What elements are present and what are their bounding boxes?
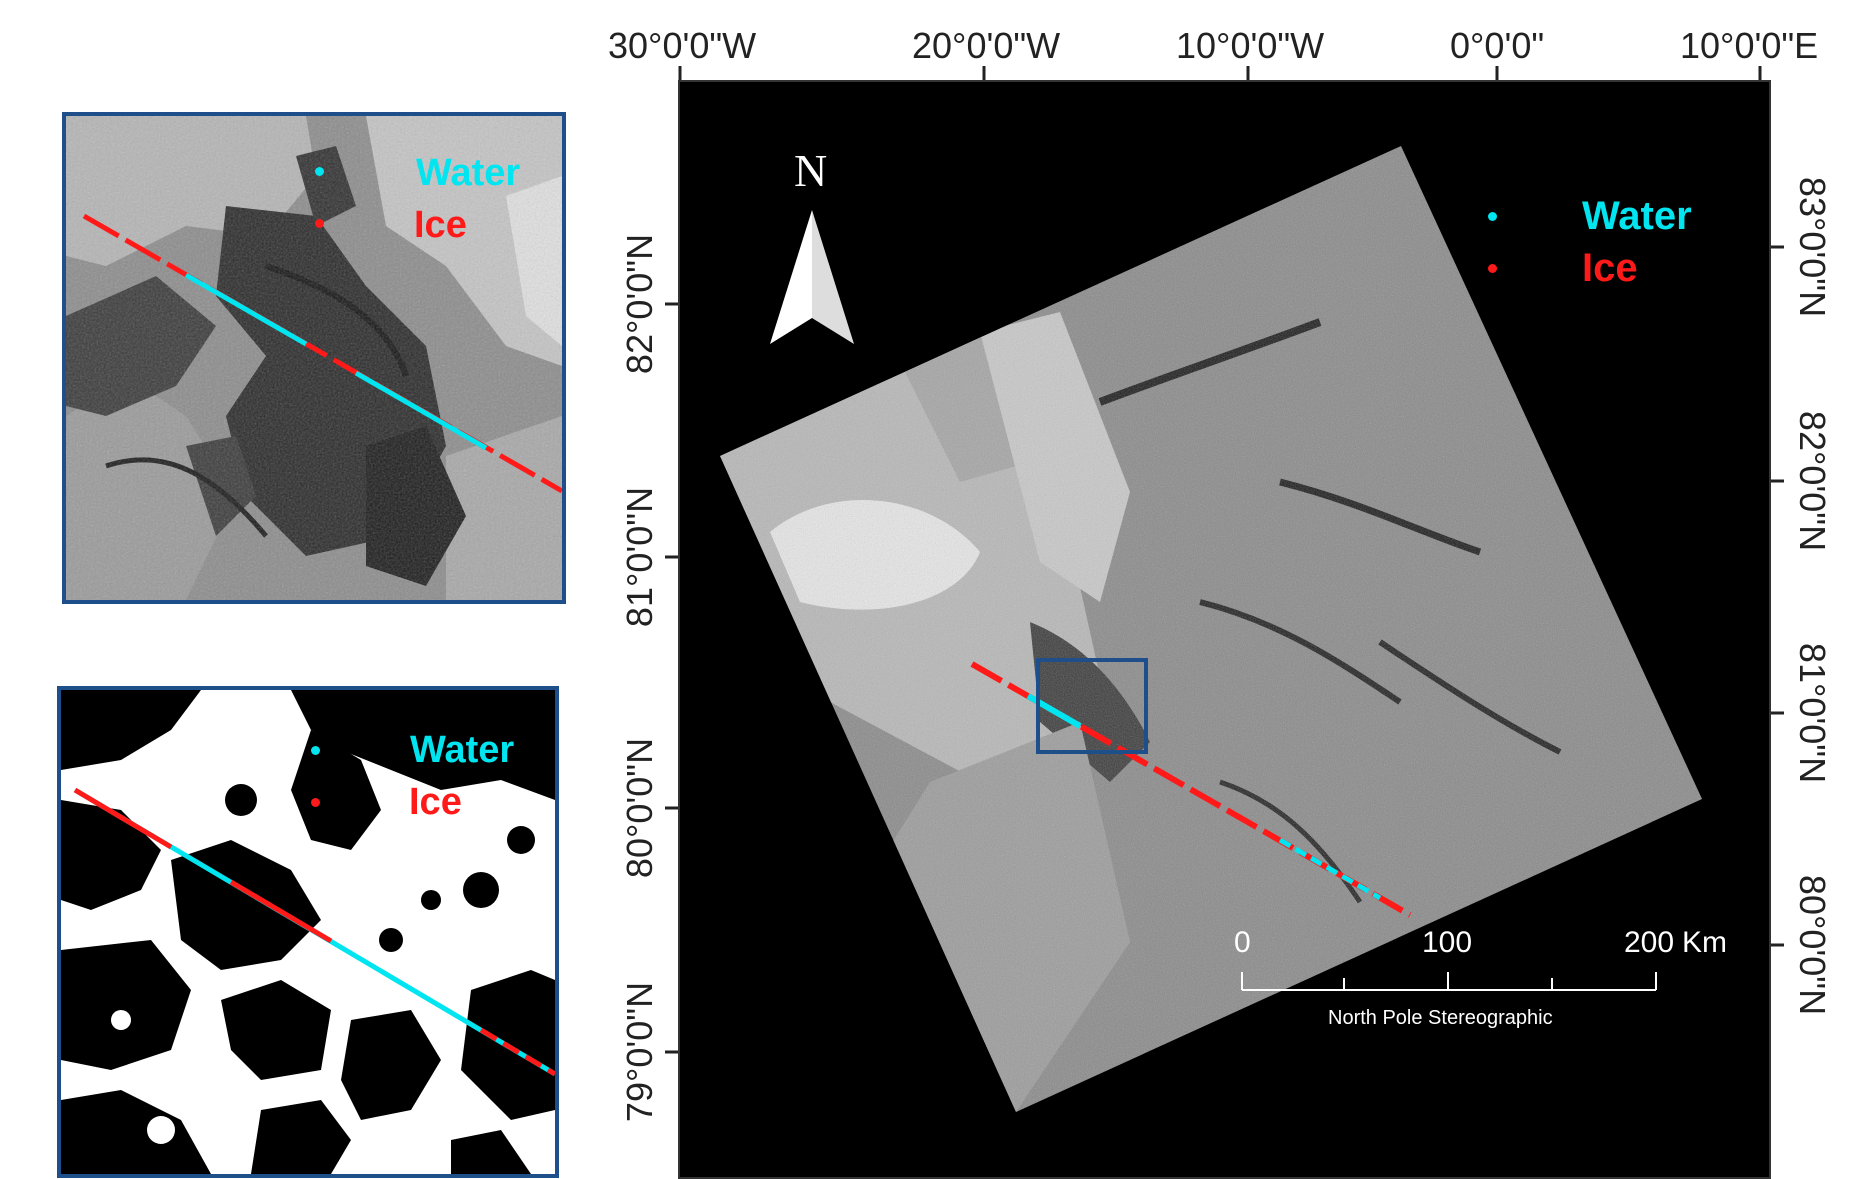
right-axis-label-82n: 82°0'0"N (1792, 410, 1833, 552)
inset-binary-ice-dot (311, 798, 320, 807)
inset-binary-ice-label: Ice (409, 781, 462, 823)
inset-sar-panel: Water Ice (62, 112, 566, 604)
scale-bar-graphic (1241, 972, 1657, 991)
right-axis-label-80n: 80°0'0"N (1792, 874, 1833, 1016)
left-axis-label-80n: 80°0'0"N (619, 737, 660, 879)
inset-sar-ice-dot (315, 219, 324, 228)
top-axis-label-0: 0°0'0" (1450, 25, 1545, 66)
inset-sar-ice-label: Ice (414, 204, 467, 246)
top-axis-label-10e: 10°0'0"E (1680, 25, 1819, 66)
inset-sar-water-label: Water (416, 152, 521, 194)
scale-label-200: 200 (1624, 926, 1675, 959)
inset-binary-panel: Water Ice (57, 686, 559, 1178)
north-arrow-icon (770, 210, 854, 344)
inset-binary-image (61, 690, 555, 1174)
scale-unit: Km (1682, 926, 1727, 959)
inset-binary-water-dot (311, 746, 320, 755)
main-map-frame: N Water Ice 0 100 200 Km North Pole Ster… (678, 80, 1771, 1179)
scale-bar: 0 100 200 Km North Pole Stereographic (1234, 926, 1727, 1048)
top-axis-label-20w: 20°0'0"W (912, 25, 1061, 66)
left-axis-label-79n: 79°0'0"N (619, 981, 660, 1123)
main-water-label: Water (1582, 194, 1692, 238)
right-axis-label-83n: 83°0'0"N (1792, 176, 1833, 318)
top-axis-label-30w: 30°0'0"W (608, 25, 757, 66)
inset-sar-water-dot (315, 167, 324, 176)
right-axis-label-81n: 81°0'0"N (1792, 642, 1833, 784)
left-axis-label-81n: 81°0'0"N (619, 486, 660, 628)
main-ice-label: Ice (1582, 246, 1638, 290)
north-arrow-label: N (794, 145, 828, 196)
scale-label-100: 100 (1422, 926, 1473, 959)
scale-label-0: 0 (1234, 926, 1251, 959)
scale-projection: North Pole Stereographic (1328, 1007, 1553, 1029)
inset-sar-image (66, 116, 562, 600)
top-axis-label-10w: 10°0'0"W (1176, 25, 1325, 66)
left-axis-label-82n: 82°0'0"N (619, 233, 660, 375)
inset-binary-water-label: Water (410, 729, 515, 771)
main-map-svg (720, 146, 1702, 1112)
main-water-dot (1488, 212, 1497, 221)
main-ice-dot (1488, 264, 1497, 273)
zoom-extent-box (1036, 658, 1148, 754)
